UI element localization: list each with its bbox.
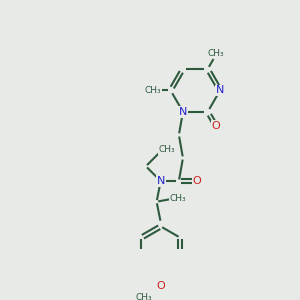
Text: CH₃: CH₃	[208, 49, 224, 58]
Text: CH₃: CH₃	[159, 145, 175, 154]
Text: CH₃: CH₃	[170, 194, 186, 203]
Text: O: O	[156, 281, 165, 291]
Text: O: O	[212, 121, 220, 131]
Text: N: N	[216, 85, 224, 95]
Text: O: O	[193, 176, 201, 186]
Text: CH₃: CH₃	[144, 86, 161, 95]
Text: CH₃: CH₃	[136, 293, 152, 300]
Text: N: N	[157, 176, 165, 186]
Text: N: N	[179, 107, 187, 117]
